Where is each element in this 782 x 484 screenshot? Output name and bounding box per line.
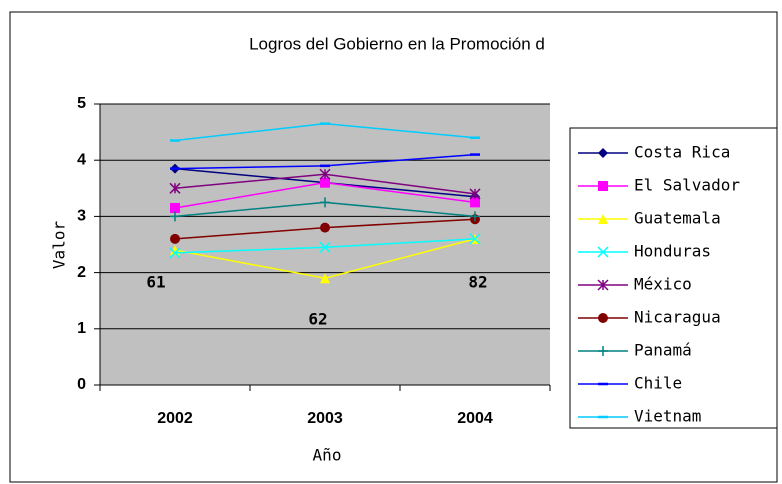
legend-label: Panamá [634,341,692,360]
y-tick-label: 0 [77,376,86,393]
marker [320,222,330,233]
chart-title: Logros del Gobierno en la Promoción d [249,34,545,53]
marker [319,241,331,253]
legend-label: Costa Rica [634,143,730,162]
marker [320,177,330,188]
marker [170,211,180,222]
y-axis-label: Valor [50,221,69,270]
x-tick-label: 2003 [307,410,343,427]
marker [169,247,181,259]
marker [170,233,180,244]
legend-label: Guatemala [634,209,721,228]
legend-marker [598,214,608,224]
y-tick-label: 1 [77,320,86,337]
marker [469,188,481,200]
legend-marker [597,246,609,258]
x-tick-label: 2002 [157,410,193,427]
y-tick-label: 4 [77,151,86,168]
y-tick-label: 5 [77,95,86,112]
marker [170,202,180,213]
legend-label: Chile [634,374,682,393]
marker [320,197,330,208]
marker [319,168,331,180]
legend-label: Honduras [634,242,711,261]
plot-area [100,104,550,385]
marker [470,211,480,222]
marker [169,182,181,194]
annotation: 61 [146,273,165,292]
marker [320,273,330,284]
legend-marker [598,181,608,191]
x-tick-label: 2004 [457,410,493,427]
legend-marker [598,148,608,158]
x-axis-label: Año [313,446,342,465]
legend-marker [597,279,609,291]
annotation: 62 [308,310,327,329]
legend-marker [598,313,608,323]
legend-label: México [634,275,692,294]
legend-label: Vietnam [634,407,701,426]
legend-label: El Salvador [634,176,740,195]
marker [469,233,481,245]
legend-label: Nicaragua [634,308,721,327]
marker [470,197,480,208]
legend-marker [598,346,608,356]
y-tick-label: 3 [77,208,86,225]
legend-box [569,127,778,429]
y-tick-label: 2 [77,264,86,281]
annotation: 82 [468,273,487,292]
